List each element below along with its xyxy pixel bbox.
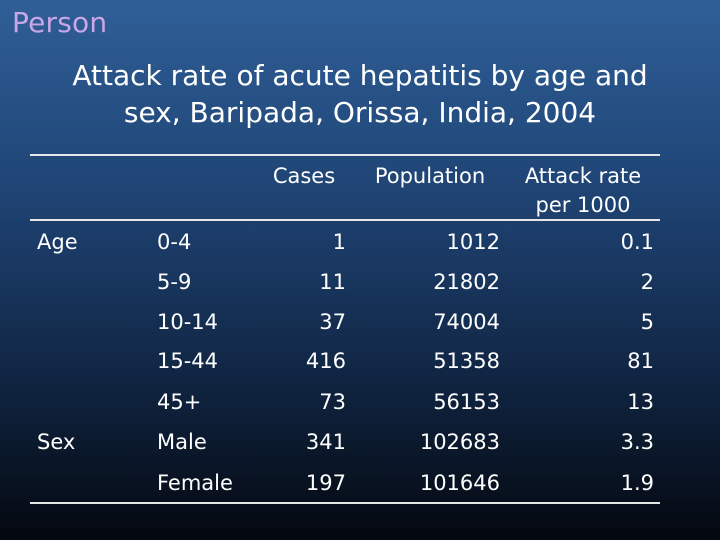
header-population: Population (356, 163, 504, 189)
slide-title-line-1: Attack rate of acute hepatitis by age an… (30, 57, 690, 94)
row-population: 74004 (433, 309, 500, 335)
row-category: 45+ (157, 389, 201, 415)
row-population: 21802 (433, 269, 500, 295)
row-cases: 416 (306, 348, 346, 374)
row-attack-rate: 2 (641, 269, 654, 295)
row-population: 1012 (447, 229, 500, 255)
row-cases: 11 (319, 269, 346, 295)
row-attack-rate: 5 (641, 309, 654, 335)
row-cases: 73 (319, 389, 346, 415)
header-attack-rate-line-1: Attack rate (512, 163, 654, 189)
header-cases: Cases (262, 163, 346, 189)
row-attack-rate: 81 (627, 348, 654, 374)
header-attack-rate-line-2: per 1000 (512, 192, 654, 218)
table-bottom-rule (30, 502, 660, 504)
row-category: 5-9 (157, 269, 191, 295)
row-population: 101646 (420, 470, 500, 496)
row-cases: 341 (306, 429, 346, 455)
row-attack-rate: 3.3 (621, 429, 654, 455)
row-category: 0-4 (157, 229, 191, 255)
group-label-sex: Sex (37, 429, 75, 455)
slide-title: Attack rate of acute hepatitis by age an… (30, 57, 690, 131)
row-attack-rate: 1.9 (621, 470, 654, 496)
row-category: Female (157, 470, 233, 496)
row-attack-rate: 13 (627, 389, 654, 415)
row-category: 10-14 (157, 309, 218, 335)
row-category: Male (157, 429, 207, 455)
row-category: 15-44 (157, 348, 218, 374)
group-label-age: Age (37, 229, 78, 255)
row-population: 102683 (420, 429, 500, 455)
row-cases: 1 (333, 229, 346, 255)
row-population: 56153 (433, 389, 500, 415)
row-population: 51358 (433, 348, 500, 374)
slide-section-label: Person (12, 6, 107, 39)
slide-title-line-2: sex, Baripada, Orissa, India, 2004 (30, 94, 690, 131)
table-top-rule (30, 154, 660, 156)
table-header-rule (30, 219, 660, 221)
row-cases: 37 (319, 309, 346, 335)
row-attack-rate: 0.1 (621, 229, 654, 255)
row-cases: 197 (306, 470, 346, 496)
